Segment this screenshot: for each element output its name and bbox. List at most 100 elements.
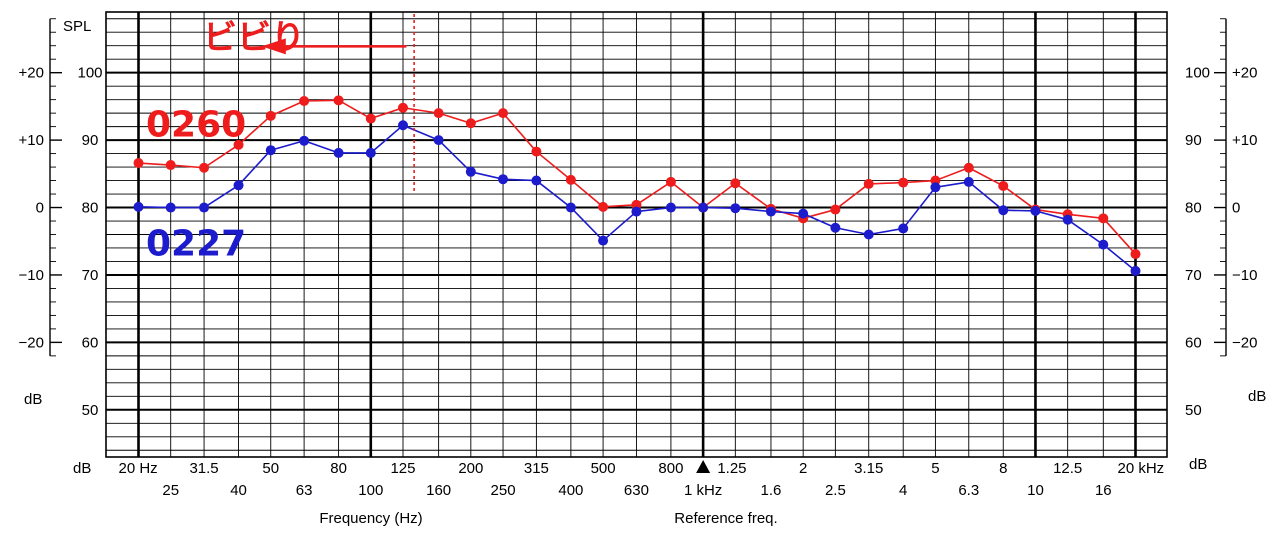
- rel-tick-left: −10: [19, 267, 44, 284]
- series-point-0260: [998, 180, 1009, 191]
- series-point-0227: [1130, 265, 1141, 276]
- series-point-0227: [565, 202, 576, 213]
- series-line-0227: [138, 124, 1137, 272]
- x-tick-label: 315: [524, 460, 549, 477]
- x-axis-title: Frequency (Hz): [319, 510, 422, 527]
- x-tick-label: 25: [162, 482, 179, 499]
- series-point-0227: [863, 229, 874, 240]
- series-point-0227: [433, 135, 444, 146]
- series-label-0260: 0260: [146, 104, 246, 145]
- series-point-0227: [233, 180, 244, 191]
- plot-frame: [105, 11, 1168, 458]
- chart-grid: [105, 11, 1168, 458]
- series-point-0260: [531, 146, 542, 157]
- series-point-0227: [798, 208, 809, 219]
- series-point-0227: [265, 145, 276, 156]
- x-tick-label: 100: [358, 482, 383, 499]
- series-label-0227: 0227: [146, 224, 246, 265]
- series-point-0260: [333, 95, 344, 106]
- series-point-0227: [133, 201, 144, 212]
- series-point-0227: [665, 202, 676, 213]
- series-point-0227: [765, 206, 776, 217]
- x-tick-label: 31.5: [189, 460, 218, 477]
- series-point-0227: [898, 223, 909, 234]
- x-tick-label: 1.25: [717, 460, 746, 477]
- x-tick-label: 2: [799, 460, 807, 477]
- series-point-0227: [333, 147, 344, 158]
- series-line-0260: [138, 99, 1137, 255]
- annotation-arrow-head: [261, 38, 286, 55]
- x-tick-label: 8: [999, 460, 1007, 477]
- series-point-0227: [830, 222, 841, 233]
- spl-tick-left: 70: [82, 267, 99, 284]
- rel-tick-left: +20: [19, 65, 44, 82]
- series-point-0227: [465, 166, 476, 177]
- x-tick-label: 250: [491, 482, 516, 499]
- series-point-0260: [365, 113, 376, 124]
- rel-tick-right: −20: [1232, 334, 1257, 351]
- series-point-0227: [1062, 214, 1073, 225]
- rel-tick-right: +20: [1232, 65, 1257, 82]
- series-point-0227: [598, 235, 609, 246]
- series-point-0260: [830, 204, 841, 215]
- rel-tick-right: 0: [1232, 200, 1240, 217]
- x-tick-label: 1.6: [761, 482, 782, 499]
- spl-tick-right: 70: [1185, 267, 1202, 284]
- x-tick-label: 800: [658, 460, 683, 477]
- series-point-0227: [199, 202, 210, 213]
- series-point-0260: [165, 160, 176, 171]
- spl-tick-left: 90: [82, 132, 99, 149]
- db-axis-label-left: dB: [24, 391, 42, 408]
- series-point-0227: [165, 202, 176, 213]
- spl-tick-right: 90: [1185, 132, 1202, 149]
- x-tick-label: 1 kHz: [684, 482, 722, 499]
- x-tick-label: 10: [1027, 482, 1044, 499]
- x-tick-label: 3.15: [854, 460, 883, 477]
- series-point-0260: [133, 158, 144, 169]
- spl-axis-label: SPL: [63, 18, 91, 35]
- series-point-0227: [531, 175, 542, 186]
- spl-tick-left: 100: [77, 65, 102, 82]
- x-tick-label: 20 Hz: [119, 460, 158, 477]
- x-tick-label: 16: [1095, 482, 1112, 499]
- annotation-label: ビビり: [203, 18, 305, 58]
- rel-tick-right: +10: [1232, 132, 1257, 149]
- series-point-0227: [698, 202, 709, 213]
- spl-tick-left: 60: [82, 334, 99, 351]
- series-point-0227: [365, 147, 376, 158]
- x-tick-label: 20 kHz: [1118, 460, 1165, 477]
- series-point-0227: [730, 203, 741, 214]
- reference-frequency-marker: [696, 460, 711, 473]
- spl-tick-right: 100: [1185, 65, 1210, 82]
- x-tick-label: 12.5: [1053, 460, 1082, 477]
- series-point-0260: [498, 108, 509, 119]
- rel-tick-left: 0: [36, 200, 44, 217]
- series-point-0227: [930, 182, 941, 193]
- series-point-0260: [265, 110, 276, 121]
- x-tick-label: 160: [426, 482, 451, 499]
- x-tick-label: 50: [262, 460, 279, 477]
- chart-labels: 0260 0227 ビビり: [146, 14, 415, 265]
- spl-tick-right: 60: [1185, 334, 1202, 351]
- x-tick-label: 200: [458, 460, 483, 477]
- spl-tick-left: 80: [82, 200, 99, 217]
- series-point-0227: [963, 176, 974, 187]
- series-point-0260: [199, 162, 210, 173]
- series-point-0260: [863, 178, 874, 189]
- series-point-0260: [963, 162, 974, 173]
- series-point-0227: [1030, 205, 1041, 216]
- series-point-0227: [397, 120, 408, 131]
- series-point-0260: [465, 118, 476, 129]
- series-point-0260: [397, 102, 408, 113]
- x-tick-label: 500: [591, 460, 616, 477]
- series-point-0260: [665, 176, 676, 187]
- series-point-0260: [565, 174, 576, 185]
- series-point-0227: [1098, 239, 1109, 250]
- x-tick-label: 40: [230, 482, 247, 499]
- series-point-0260: [598, 201, 609, 212]
- series-point-0260: [1130, 249, 1141, 260]
- spl-tick-right: 50: [1185, 402, 1202, 419]
- spl-tick-right: 80: [1185, 200, 1202, 217]
- db-axis-label-right: dB: [1248, 388, 1266, 405]
- spl-tick-left: 50: [82, 402, 99, 419]
